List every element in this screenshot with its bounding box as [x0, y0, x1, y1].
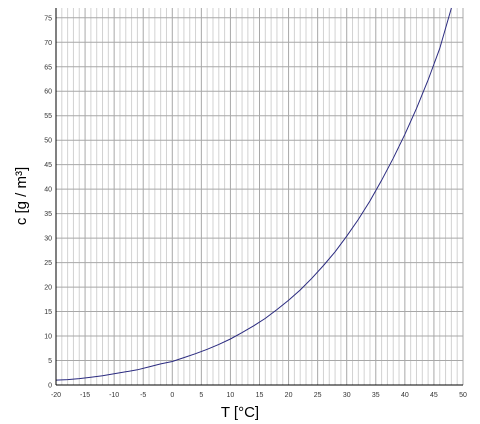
- x-tick-label: 25: [314, 392, 322, 399]
- x-tick-label: 0: [170, 392, 174, 399]
- y-axis-title: c [g / m³]: [13, 167, 30, 225]
- x-tick-label: -10: [109, 392, 119, 399]
- y-tick-label: 35: [44, 211, 52, 218]
- y-tick-label: 75: [44, 15, 52, 22]
- y-tick-label: 55: [44, 113, 52, 120]
- y-tick-label: 10: [44, 334, 52, 341]
- x-tick-label: 10: [227, 392, 235, 399]
- y-tick-label: 5: [48, 358, 52, 365]
- x-tick-label: -20: [51, 392, 61, 399]
- y-tick-label: 65: [44, 64, 52, 71]
- y-tick-label: 25: [44, 260, 52, 267]
- series: [55, 7, 452, 381]
- x-tick-label: 50: [459, 392, 467, 399]
- x-tick-label: 5: [199, 392, 203, 399]
- x-tick-label: 35: [372, 392, 380, 399]
- y-tick-label: 30: [44, 236, 52, 243]
- y-tick-label: 40: [44, 187, 52, 194]
- y-tick-label: 0: [48, 383, 52, 390]
- x-tick-label: 15: [256, 392, 264, 399]
- y-tick-label: 60: [44, 89, 52, 96]
- y-tick-label: 45: [44, 162, 52, 169]
- x-axis-title: T [°C]: [221, 404, 259, 421]
- x-tick-label: 30: [343, 392, 351, 399]
- y-tick-label: 20: [44, 285, 52, 292]
- x-tick-label: 40: [401, 392, 409, 399]
- y-tick-label: 50: [44, 138, 52, 145]
- y-tick-label: 15: [44, 309, 52, 316]
- x-tick-label: 45: [430, 392, 438, 399]
- y-tick-label: 70: [44, 40, 52, 47]
- x-tick-label: -15: [80, 392, 90, 399]
- x-tick-label: -5: [140, 392, 146, 399]
- tick-labels: -20 -15 -10 -5 0 5 10 15 20 25 30 35 40 45 50 0 5 10 15 20 2…: [44, 15, 467, 399]
- x-tick-label: 20: [285, 392, 293, 399]
- series-line: [55, 7, 452, 381]
